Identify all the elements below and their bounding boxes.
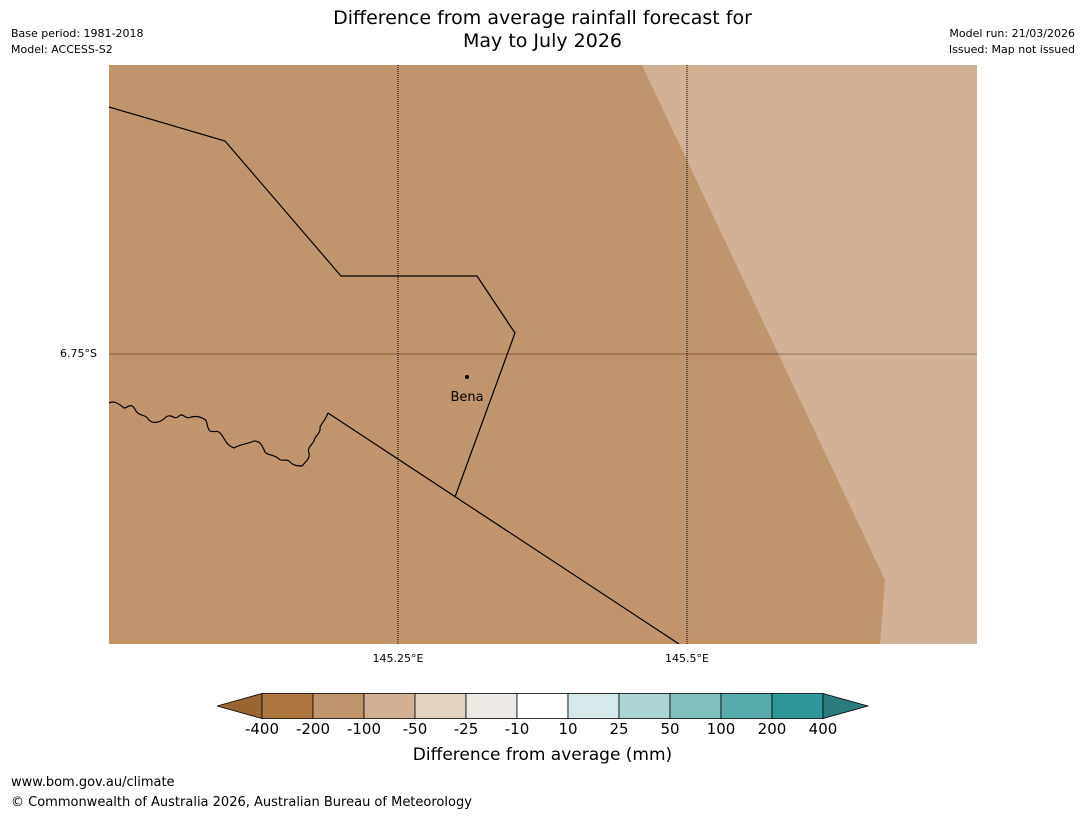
colorbar-swatch: [363, 693, 416, 719]
colorbar-swatch: [414, 693, 467, 719]
title-line-2: May to July 2026: [463, 30, 622, 52]
colorbar-extend-high: [822, 693, 869, 719]
lighter-anomaly-region: [642, 65, 977, 644]
issued-text: Issued: Map not issued: [948, 43, 1075, 56]
colorbar-tick-label: -400: [244, 720, 280, 738]
lon-label-145-25: 145.25°E: [372, 652, 424, 665]
colorbar: [217, 693, 869, 719]
river-line: [109, 401, 329, 467]
colorbar-swatch: [567, 693, 620, 719]
title-line-1: Difference from average rainfall forecas…: [333, 7, 752, 29]
colorbar-tick-label: 200: [757, 720, 787, 738]
colorbar-swatch: [312, 693, 365, 719]
colorbar-swatch: [669, 693, 722, 719]
colorbar-tick-label: -10: [504, 720, 530, 738]
colorbar-swatch: [516, 693, 569, 719]
colorbar-tick-label: -25: [453, 720, 479, 738]
map-title: Difference from average rainfall forecas…: [0, 7, 1085, 53]
colorbar-swatch: [771, 693, 824, 719]
model-text: Model: ACCESS-S2: [11, 43, 113, 56]
colorbar-tick-label: 400: [808, 720, 838, 738]
colorbar-tick-label: 50: [660, 720, 680, 738]
footer-url: www.bom.gov.au/climate: [11, 775, 175, 790]
colorbar-swatch: [261, 693, 314, 719]
colorbar-tick-labels: -400 -200 -100 -50 -25 -10 10 25 50 100 200 400: [0, 720, 1085, 740]
town-label-bena: Bena: [450, 390, 483, 405]
province-border-south: [327, 412, 680, 644]
footer-copyright: © Commonwealth of Australia 2026, Austra…: [11, 795, 472, 810]
lat-label: 6.75°S: [60, 347, 97, 360]
rainfall-map: Bena: [109, 65, 977, 644]
town-marker-bena: [465, 375, 469, 379]
colorbar-title: Difference from average (mm): [412, 745, 673, 765]
base-period-text: Base period: 1981-2018: [11, 27, 144, 40]
colorbar-swatch: [618, 693, 671, 719]
colorbar-tick-label: 25: [609, 720, 629, 738]
colorbar-tick-label: -200: [295, 720, 331, 738]
colorbar-tick-label: -50: [402, 720, 428, 738]
colorbar-tick-label: 10: [558, 720, 578, 738]
province-border-north: [109, 106, 516, 498]
model-run-text: Model run: 21/03/2026: [949, 27, 1075, 40]
colorbar-tick-label: -100: [346, 720, 382, 738]
colorbar-swatch: [465, 693, 518, 719]
colorbar-swatch: [720, 693, 773, 719]
colorbar-tick-label: 100: [706, 720, 736, 738]
lon-label-145-5: 145.5°E: [665, 652, 709, 665]
colorbar-extend-low: [217, 693, 263, 719]
